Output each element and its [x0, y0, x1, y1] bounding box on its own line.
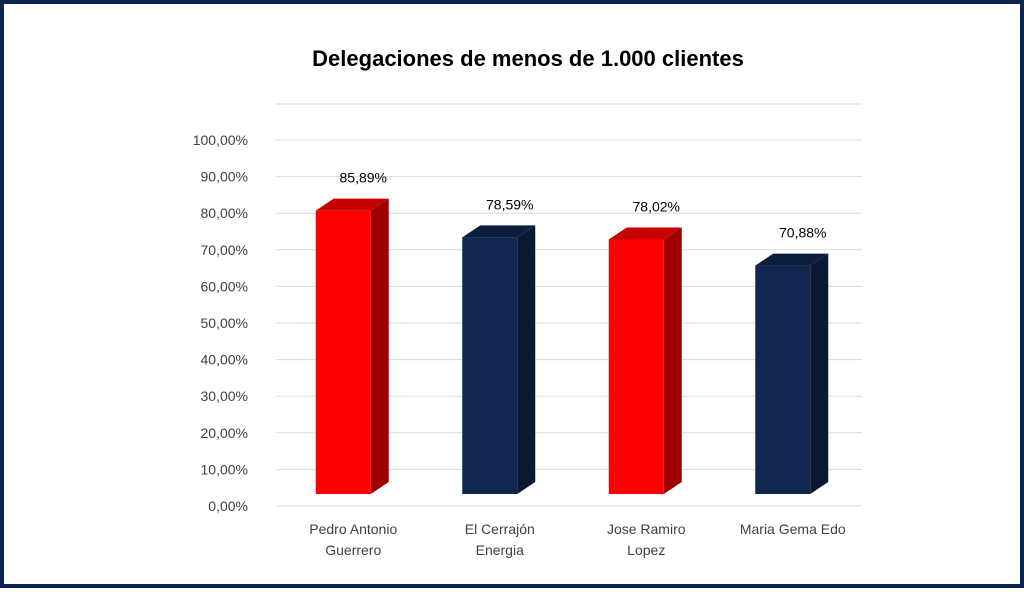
bar [608, 227, 682, 495]
y-tick-label: 70,00% [201, 242, 248, 258]
y-tick-label: 30,00% [201, 388, 248, 404]
data-label: 78,02% [633, 198, 680, 214]
y-tick-label: 90,00% [201, 169, 248, 185]
bar [462, 225, 536, 494]
bar-chart: Delegaciones de menos de 1.000 clientes … [193, 46, 862, 558]
data-label: 85,89% [340, 170, 387, 186]
x-tick-label: Jose Ramiro Lopez [607, 521, 686, 558]
bar [315, 198, 389, 495]
bar-front [462, 237, 518, 494]
bar-top [755, 253, 829, 266]
bar-top [608, 227, 682, 240]
bar-front [755, 265, 811, 494]
x-tick-label: Pedro Antonio Guerrero [309, 521, 397, 558]
chart-title: Delegaciones de menos de 1.000 clientes [312, 46, 744, 71]
bar-front [315, 210, 371, 495]
bar-side [517, 225, 536, 494]
y-tick-label: 60,00% [201, 278, 248, 294]
y-tick-label: 0,00% [208, 498, 248, 514]
bar-side [810, 253, 829, 494]
data-label: 70,88% [779, 225, 826, 241]
x-axis: Pedro Antonio Guerrero El Cerrajón Energia J… [309, 521, 846, 558]
bar-top [462, 225, 536, 238]
y-tick-label: 40,00% [201, 352, 248, 368]
data-label: 78,59% [486, 196, 533, 212]
bar-side [370, 198, 389, 495]
bars: 85,89% 78,59% 78,02% 70,88% [315, 170, 829, 495]
x-tick-label: Maria Gema Edo [740, 521, 846, 537]
x-tick-label: El Cerrajón Energia [465, 521, 535, 558]
bar-top [315, 198, 389, 211]
y-tick-label: 100,00% [193, 132, 248, 148]
y-tick-label: 20,00% [201, 425, 248, 441]
y-tick-label: 10,00% [201, 461, 248, 477]
bar-side [663, 227, 682, 495]
bar [755, 253, 829, 494]
y-tick-label: 80,00% [201, 205, 248, 221]
y-axis: 0,00% 10,00% 20,00% 30,00% 40,00% 50,00% 60,00… [193, 132, 248, 514]
y-tick-label: 50,00% [201, 315, 248, 331]
bar-front [608, 239, 664, 494]
